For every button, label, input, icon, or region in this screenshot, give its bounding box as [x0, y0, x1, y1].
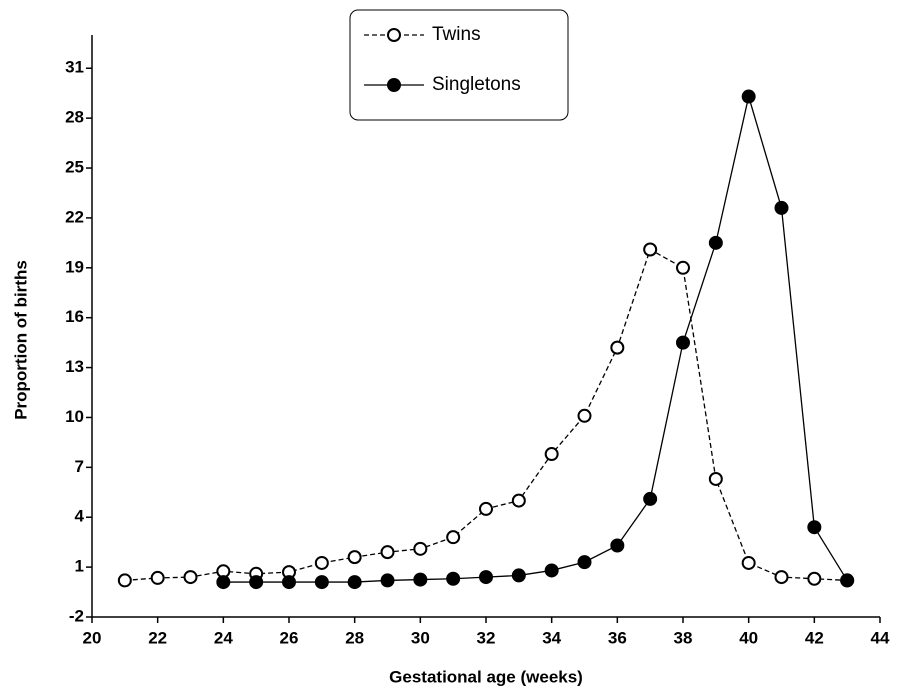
- y-tick-label: 28: [65, 108, 84, 127]
- x-tick-label: 30: [411, 628, 430, 647]
- data-point: [544, 447, 559, 462]
- x-tick-label: 32: [477, 628, 496, 647]
- x-tick-label: 22: [148, 628, 167, 647]
- y-tick-label: 31: [65, 58, 84, 77]
- data-point: [347, 550, 362, 565]
- legend-marker: [387, 28, 401, 42]
- y-tick-label: 10: [65, 407, 84, 426]
- data-point: [774, 570, 789, 585]
- data-point: [249, 575, 264, 590]
- data-point: [807, 520, 822, 535]
- y-tick-label: 4: [75, 507, 85, 526]
- data-point: [708, 471, 723, 486]
- x-tick-label: 42: [805, 628, 824, 647]
- data-point: [183, 570, 198, 585]
- data-point: [347, 575, 362, 590]
- data-point: [643, 242, 658, 257]
- data-point: [544, 563, 559, 578]
- x-axis-label: Gestational age (weeks): [389, 667, 583, 686]
- data-point: [610, 340, 625, 355]
- data-point: [380, 545, 395, 560]
- y-tick-label: 19: [65, 257, 84, 276]
- legend-marker: [387, 78, 401, 92]
- y-tick-label: 13: [65, 357, 84, 376]
- data-point: [741, 555, 756, 570]
- data-point: [774, 200, 789, 215]
- data-point: [413, 572, 428, 587]
- data-point: [282, 575, 296, 590]
- legend-label: Twins: [432, 24, 481, 45]
- data-point: [446, 571, 461, 586]
- legend-box: [349, 9, 569, 121]
- data-point: [479, 570, 493, 585]
- data-point: [708, 235, 723, 250]
- y-axis-label: Proportion of births: [11, 260, 30, 420]
- x-tick-label: 28: [345, 628, 364, 647]
- data-point: [610, 538, 625, 553]
- data-point: [741, 89, 756, 104]
- data-point: [314, 555, 329, 570]
- x-tick-label: 34: [542, 628, 561, 647]
- data-point: [676, 335, 690, 350]
- y-tick-label: 25: [65, 158, 84, 177]
- series-line: [223, 93, 848, 583]
- y-tick-label: 7: [75, 457, 84, 476]
- data-point: [577, 555, 592, 570]
- data-point: [216, 575, 231, 590]
- data-point: [577, 408, 592, 423]
- data-point: [479, 501, 493, 516]
- data-point: [643, 491, 658, 506]
- y-tick-label: 1: [75, 557, 84, 576]
- data-point: [314, 575, 329, 590]
- data-point: [511, 568, 526, 583]
- data-point: [511, 493, 526, 508]
- data-point: [840, 573, 855, 588]
- y-tick-label: -2: [69, 606, 84, 625]
- x-tick-label: 36: [608, 628, 627, 647]
- x-tick-label: 44: [871, 628, 890, 647]
- x-tick-label: 26: [280, 628, 299, 647]
- data-point: [380, 573, 395, 588]
- y-tick-label: 16: [65, 307, 84, 326]
- data-point: [676, 260, 690, 275]
- x-tick-label: 24: [214, 628, 233, 647]
- series-line: [124, 248, 848, 582]
- x-tick-label: 38: [674, 628, 693, 647]
- data-point: [446, 530, 461, 545]
- x-tick-label: 40: [739, 628, 758, 647]
- data-point: [117, 573, 132, 588]
- data-point: [807, 571, 822, 586]
- legend-label: Singletons: [432, 74, 521, 95]
- data-point: [413, 541, 428, 556]
- y-tick-label: 22: [65, 207, 84, 226]
- x-tick-label: 20: [83, 628, 102, 647]
- data-point: [150, 570, 165, 585]
